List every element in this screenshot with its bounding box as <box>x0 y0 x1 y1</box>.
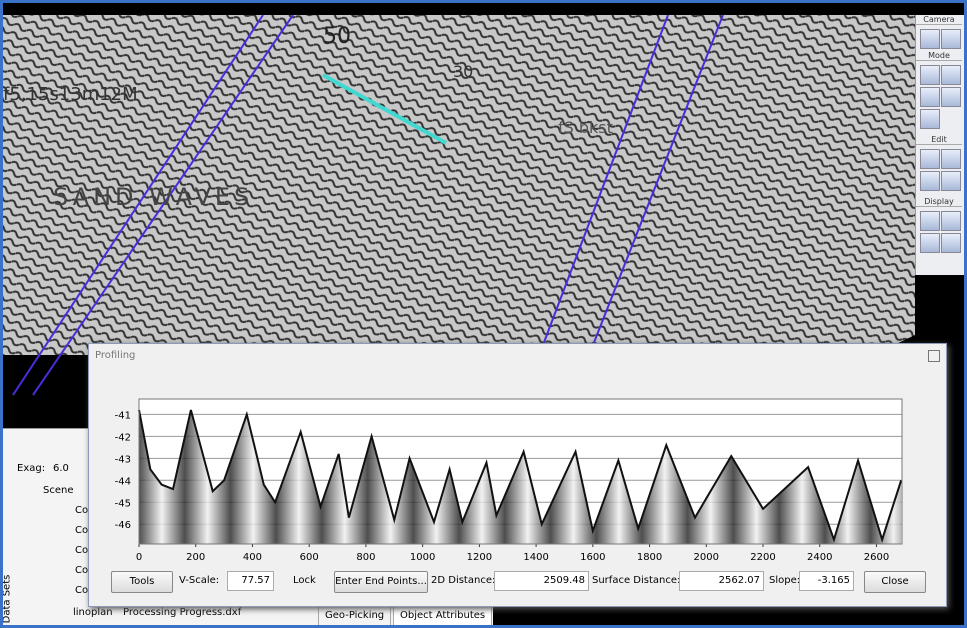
tab[interactable]: Object Attributes <box>393 605 493 625</box>
scene-item[interactable]: Scene <box>43 485 74 496</box>
tool-button[interactable] <box>920 233 940 253</box>
x-tick-label: 800 <box>356 552 375 563</box>
exag-label: Exag: <box>17 463 46 474</box>
enter-points-button[interactable]: Enter End Points... <box>334 571 428 593</box>
tools-button[interactable]: Tools <box>111 571 173 593</box>
profile-chart: -41 -42 -43 -44 -45 -46 0 200 400 600 800 1000 1200 1… <box>115 398 903 563</box>
tool-button[interactable] <box>941 65 961 85</box>
y-tick-label: -44 <box>115 476 131 487</box>
map-label: f5,15s13m12M <box>3 84 138 105</box>
survey-line <box>592 15 724 346</box>
tool-button[interactable] <box>920 171 940 191</box>
x-tick-label: 2200 <box>750 552 775 563</box>
profile-area <box>139 409 902 544</box>
tool-button[interactable] <box>941 87 961 107</box>
map-view[interactable]: 50 30 SAND WAVES f5,15s13m12M fS bkst <box>3 15 915 415</box>
x-tick-label: 0 <box>136 552 142 563</box>
y-tick-label: -45 <box>115 498 131 509</box>
profile-line[interactable] <box>322 73 447 145</box>
lock-checkbox[interactable]: Lock <box>293 575 316 586</box>
toolbar-section: Camera <box>916 15 962 25</box>
tab[interactable]: Geo-Picking <box>318 605 392 625</box>
toolbar-section: Display <box>916 197 962 207</box>
tool-button[interactable] <box>920 211 940 231</box>
tool-button[interactable] <box>941 233 961 253</box>
layer-item[interactable]: Co <box>75 525 89 536</box>
map-label: 50 <box>323 24 351 49</box>
v-scale-field[interactable]: 77.57 <box>227 571 274 591</box>
layer-item[interactable]: Co <box>75 565 89 576</box>
toolbar: Camera Mode Edit Display <box>915 15 964 275</box>
distance-field: 2509.48 <box>494 571 589 591</box>
survey-line <box>32 15 294 396</box>
panel-tab[interactable]: Data Sets <box>1 574 13 624</box>
x-tick-label: 400 <box>243 552 262 563</box>
distance-label: 2D Distance: <box>431 575 496 586</box>
map-label: SAND WAVES <box>53 183 253 211</box>
slope-label: Slope: <box>769 575 801 586</box>
tool-button[interactable] <box>920 87 940 107</box>
v-scale-label: V-Scale: <box>179 575 220 586</box>
layer-item[interactable]: linoplan <box>73 607 113 618</box>
survey-line <box>542 15 669 346</box>
layer-file: Processing Progress.dxf <box>123 607 242 618</box>
x-tick-label: 2000 <box>694 552 719 563</box>
x-tick-label: 1600 <box>580 552 605 563</box>
survey-line <box>12 15 264 396</box>
y-tick-label: -43 <box>115 454 131 465</box>
x-tick-label: 1800 <box>637 552 662 563</box>
close-icon[interactable] <box>928 350 940 362</box>
y-tick-label: -46 <box>115 520 131 531</box>
tool-button[interactable] <box>920 149 940 169</box>
tool-button[interactable] <box>920 65 940 85</box>
left-panel: Exag: 6.0 Scene Co Co Co Co Co Data Sets <box>1 428 93 625</box>
layer-item[interactable]: Co <box>75 505 89 516</box>
x-tick-label: 1400 <box>523 552 548 563</box>
plot-frame <box>138 398 903 545</box>
tool-button[interactable] <box>920 29 940 49</box>
close-button[interactable]: Close <box>864 571 926 593</box>
layer-item[interactable]: Co <box>75 545 89 556</box>
x-tick-label: 200 <box>186 552 205 563</box>
y-tick-label: -41 <box>115 410 131 421</box>
toolbar-section: Mode <box>916 51 962 61</box>
bathymetry <box>3 15 915 355</box>
toolbar-section: Edit <box>916 135 962 145</box>
x-tick-label: 600 <box>300 552 319 563</box>
x-tick-label: 1200 <box>467 552 492 563</box>
x-tick-label: 1000 <box>410 552 435 563</box>
tool-button[interactable] <box>920 109 940 129</box>
surface-label: Surface Distance: <box>592 575 681 586</box>
tool-button[interactable] <box>941 149 961 169</box>
map-label: fS bkst <box>558 118 613 137</box>
tool-button[interactable] <box>941 211 961 231</box>
bottom-bar: linoplan Processing Progress.dxf Geo-Pic… <box>73 603 493 625</box>
x-tick-label: 2400 <box>807 552 832 563</box>
profiling-dialog: Profiling -41 -42 -43 -44 -45 -46 0 200 400 600 80… <box>88 343 947 607</box>
surface-field: 2562.07 <box>679 571 764 591</box>
layer-item[interactable]: Co <box>75 585 89 596</box>
profile-line <box>138 409 903 543</box>
exag-value: 6.0 <box>53 463 69 474</box>
map-label: 30 <box>453 62 473 81</box>
tool-button[interactable] <box>941 171 961 191</box>
y-tick-label: -42 <box>115 432 131 443</box>
dialog-title: Profiling <box>95 350 136 361</box>
x-tick-label: 2600 <box>864 552 889 563</box>
slope-field: -3.165 <box>799 571 854 591</box>
tool-button[interactable] <box>941 29 961 49</box>
